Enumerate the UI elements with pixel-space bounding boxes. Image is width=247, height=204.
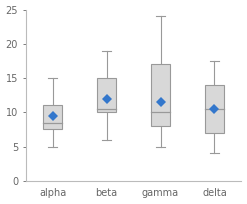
Bar [43,105,62,129]
Bar [151,64,170,126]
Bar [205,85,224,133]
Bar [97,78,116,112]
